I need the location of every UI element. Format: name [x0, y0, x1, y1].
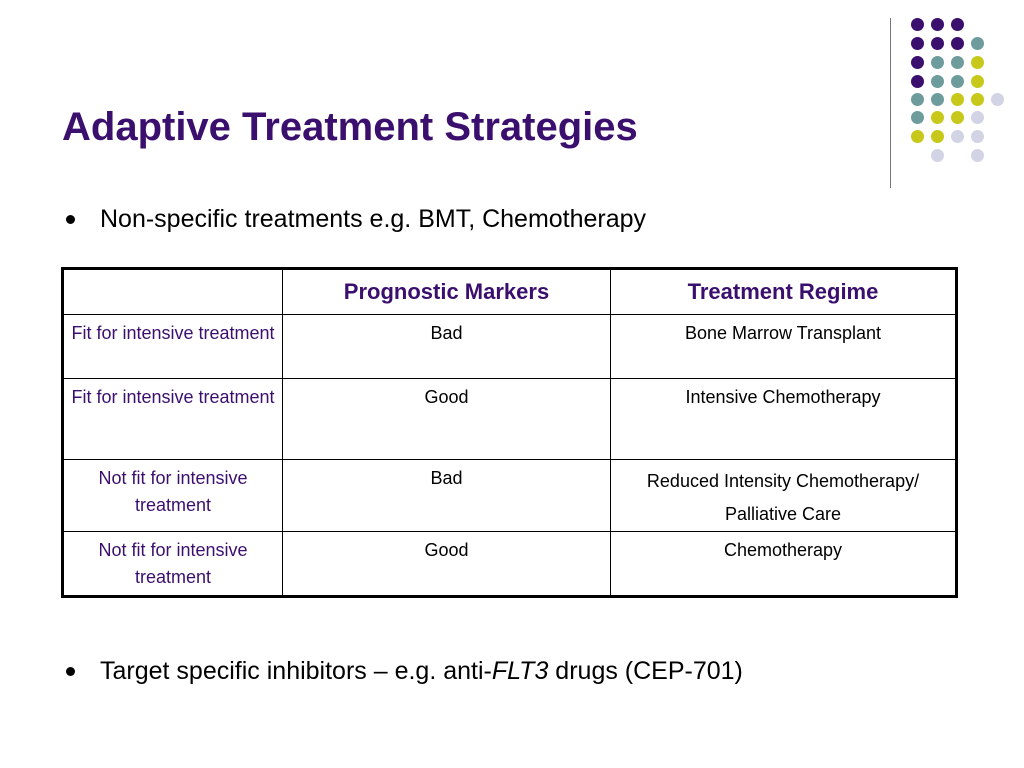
decorative-dot: [971, 93, 984, 106]
row-condition: Not fit for intensive treatment: [62, 531, 283, 597]
decorative-dot: [911, 75, 924, 88]
decorative-dot: [911, 56, 924, 69]
decorative-dot: [911, 111, 924, 124]
bullet-text-gene: FLT3: [491, 657, 549, 685]
vertical-divider: [890, 18, 891, 188]
decorative-dot: [991, 93, 1004, 106]
row-treatment-regime-text: Reduced Intensity Chemotherapy/ Palliati…: [646, 471, 920, 524]
table-header-empty: [62, 268, 283, 315]
decorative-dot: [931, 130, 944, 143]
row-treatment-regime: Reduced Intensity Chemotherapy/ Palliati…: [610, 459, 957, 532]
decorative-dot: [911, 37, 924, 50]
table-header-prognostic-markers: Prognostic Markers: [282, 268, 611, 315]
row-condition: Not fit for intensive treatment: [62, 459, 283, 532]
decorative-dot: [951, 111, 964, 124]
row-prognostic-marker: Bad: [282, 459, 611, 532]
row-treatment-regime: Intensive Chemotherapy: [610, 378, 957, 460]
row-treatment-regime: Bone Marrow Transplant: [610, 314, 957, 379]
bullet-dot-icon: [66, 215, 75, 224]
row-prognostic-marker: Good: [282, 531, 611, 597]
decorative-dot: [971, 149, 984, 162]
decorative-dot: [951, 93, 964, 106]
table-header-treatment-regime: Treatment Regime: [610, 268, 957, 315]
decorative-dot: [971, 37, 984, 50]
bullet-dot-icon: [66, 667, 75, 676]
decorative-dot: [911, 18, 924, 31]
decorative-dot: [911, 130, 924, 143]
decorative-dot: [951, 130, 964, 143]
decorative-dot: [911, 93, 924, 106]
row-treatment-regime: Chemotherapy: [610, 531, 957, 597]
decorative-dot: [951, 37, 964, 50]
decorative-dot: [931, 149, 944, 162]
bullet-text-prefix: Target specific inhibitors – e.g. anti-: [100, 657, 492, 685]
decorative-dot: [971, 56, 984, 69]
decorative-dot-grid: [0, 0, 1024, 190]
table-row: Fit for intensive treatment Good Intensi…: [62, 378, 957, 460]
decorative-dot: [951, 56, 964, 69]
treatment-table: Prognostic Markers Treatment Regime Fit …: [61, 267, 958, 598]
decorative-dot: [931, 93, 944, 106]
table-row: Fit for intensive treatment Bad Bone Mar…: [62, 314, 957, 379]
decorative-dot: [971, 75, 984, 88]
decorative-dot: [931, 18, 944, 31]
bullet-text: Target specific inhibitors – e.g. anti-F…: [100, 656, 743, 686]
row-prognostic-marker: Good: [282, 378, 611, 460]
decorative-dot: [951, 75, 964, 88]
row-prognostic-marker: Bad: [282, 314, 611, 379]
bullet-text: Non-specific treatments e.g. BMT, Chemot…: [100, 205, 647, 233]
table-row: Not fit for intensive treatment Good Che…: [62, 531, 957, 597]
decorative-dot: [931, 75, 944, 88]
decorative-dot: [931, 37, 944, 50]
decorative-dot: [951, 18, 964, 31]
decorative-dot: [971, 111, 984, 124]
row-condition: Fit for intensive treatment: [62, 314, 283, 379]
decorative-dot: [971, 130, 984, 143]
decorative-dot: [931, 56, 944, 69]
table-header-row: Prognostic Markers Treatment Regime: [62, 268, 957, 315]
row-condition: Fit for intensive treatment: [62, 378, 283, 460]
table-row: Not fit for intensive treatment Bad Redu…: [62, 459, 957, 532]
decorative-dot: [931, 111, 944, 124]
bullet-text-suffix: drugs (CEP-701): [548, 657, 743, 685]
slide-title: Adaptive Treatment Strategies: [62, 105, 638, 149]
